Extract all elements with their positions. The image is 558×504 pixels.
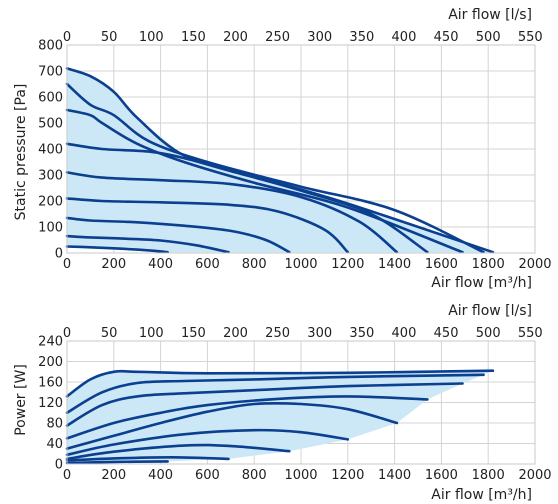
pressure-top-x-tick-label: 200	[223, 30, 248, 45]
power-top-x-tick-label: 100	[139, 326, 164, 341]
pressure-plot-frame	[66, 44, 536, 254]
pressure-x-tick-label: 1000	[284, 257, 317, 272]
power-curve-3	[65, 443, 291, 461]
pressure-y-tick-label: 400	[38, 143, 63, 158]
pressure-y-tick-label: 100	[38, 221, 63, 236]
pressure-x-tick-label: 0	[63, 257, 71, 272]
pressure-curve-9	[65, 67, 495, 254]
pressure-top-x-tick-label: 550	[518, 30, 543, 45]
pressure-top-x-tick-label: 0	[63, 30, 71, 45]
pressure-curve-3	[65, 216, 291, 254]
pressure-x-tick-label: 1600	[425, 257, 458, 272]
power-curve-9	[65, 369, 495, 398]
pressure-y-tick-label: 700	[38, 65, 63, 80]
pressure-top-x-tick-label: 300	[307, 30, 332, 45]
power-top-x-tick-label: 350	[349, 326, 374, 341]
pressure-curves	[65, 67, 495, 254]
pressure-top-x-tick-label: 50	[101, 30, 118, 45]
pressure-top-x-tick-label: 250	[265, 30, 290, 45]
power-y-tick-label: 40	[46, 437, 63, 452]
pressure-operating-area	[67, 68, 493, 253]
power-curve-8	[65, 373, 485, 415]
pressure-y-tick-label: 800	[38, 39, 63, 54]
power-x-tick-label: 800	[242, 468, 267, 483]
power-y-tick-label: 160	[38, 376, 63, 391]
power-curves	[65, 369, 495, 465]
pressure-curve-7	[65, 108, 464, 254]
power-x-tick-label: 1600	[425, 468, 458, 483]
pressure-top-xlabel: Air flow [l/s]	[448, 7, 532, 23]
pressure-y-tick-label: 600	[38, 91, 63, 106]
power-curve-6	[65, 395, 429, 440]
power-curve-2	[65, 456, 230, 462]
pressure-x-tick-label: 600	[195, 257, 220, 272]
power-top-x-tick-label: 300	[307, 326, 332, 341]
pressure-x-tick-label: 1800	[472, 257, 505, 272]
power-top-x-tick-label: 550	[518, 326, 543, 341]
pressure-x-tick-label: 2000	[518, 257, 551, 272]
power-x-tick-label: 600	[195, 468, 220, 483]
power-x-tick-label: 1400	[378, 468, 411, 483]
pressure-x-tick-label: 1400	[378, 257, 411, 272]
pressure-x-tick-label: 400	[148, 257, 173, 272]
power-top-x-tick-label: 50	[101, 326, 118, 341]
power-x-tick-label: 200	[101, 468, 126, 483]
pressure-curve-8	[65, 82, 485, 254]
power-plot-frame	[66, 340, 536, 465]
power-top-x-tick-label: 200	[223, 326, 248, 341]
power-top-x-tick-label: 0	[63, 326, 71, 341]
power-top-xlabel: Air flow [l/s]	[448, 303, 532, 319]
pressure-curve-4	[65, 197, 350, 254]
pressure-y-tick-label: 200	[38, 195, 63, 210]
power-x-tick-label: 1200	[331, 468, 364, 483]
power-top-x-tick-label: 250	[265, 326, 290, 341]
power-y-tick-label: 200	[38, 355, 63, 370]
pressure-curve-5	[65, 171, 399, 254]
power-top-x-tick-label: 400	[392, 326, 417, 341]
power-curve-7	[65, 382, 464, 427]
pressure-top-x-tick-label: 400	[392, 30, 417, 45]
power-x-tick-label: 0	[63, 468, 71, 483]
power-x-tick-label: 2000	[518, 468, 551, 483]
pressure-top-x-tick-label: 500	[476, 30, 501, 45]
pressure-top-x-tick-label: 100	[139, 30, 164, 45]
pressure-curve-1	[65, 245, 169, 254]
pressure-top-x-tick-label: 350	[349, 30, 374, 45]
pressure-top-x-tick-label: 450	[434, 30, 459, 45]
pressure-y-tick-label: 500	[38, 117, 63, 132]
power-y-tick-label: 80	[46, 417, 63, 432]
pressure-x-tick-label: 200	[101, 257, 126, 272]
pressure-y-tick-label: 0	[55, 247, 63, 262]
power-x-tick-label: 1800	[472, 468, 505, 483]
pressure-y-tick-label: 300	[38, 169, 63, 184]
power-x-tick-label: 400	[148, 468, 173, 483]
pressure-curve-2	[65, 234, 230, 254]
pressure-bottom-xlabel: Air flow [m³/h]	[431, 275, 532, 291]
power-top-x-tick-label: 150	[181, 326, 206, 341]
power-curve-5	[65, 401, 399, 450]
pressure-x-tick-label: 800	[242, 257, 267, 272]
power-top-x-tick-label: 450	[434, 326, 459, 341]
pressure-x-tick-label: 1200	[331, 257, 364, 272]
pressure-ylabel: Static pressure [Pa]	[13, 84, 29, 221]
power-ylabel: Power [W]	[13, 364, 29, 436]
power-bottom-xlabel: Air flow [m³/h]	[431, 487, 532, 503]
power-curve-1	[65, 460, 169, 465]
power-y-tick-label: 240	[38, 335, 63, 350]
power-y-tick-label: 120	[38, 396, 63, 411]
power-x-tick-label: 1000	[284, 468, 317, 483]
power-curve-4	[65, 428, 350, 457]
power-top-x-tick-label: 500	[476, 326, 501, 341]
pressure-top-x-tick-label: 150	[181, 30, 206, 45]
power-y-tick-label: 0	[55, 458, 63, 473]
